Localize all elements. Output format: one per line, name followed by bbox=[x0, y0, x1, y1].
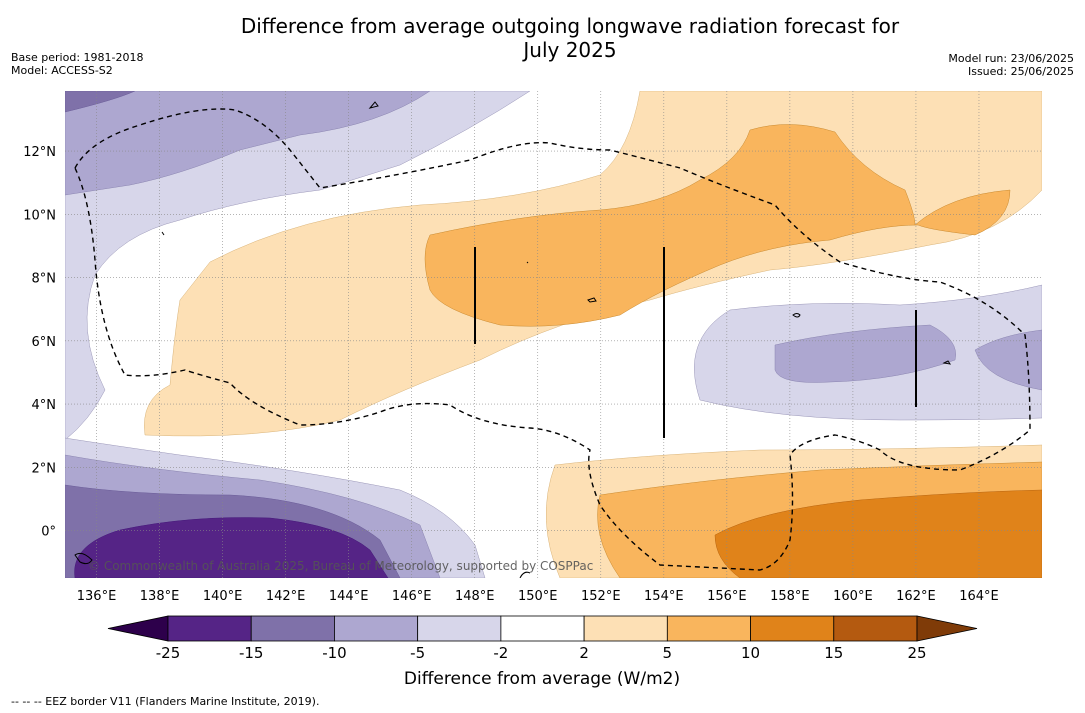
meta-right: Model run: 23/06/2025 Issued: 25/06/2025 bbox=[948, 52, 1074, 78]
colorbar-tick-label: 10 bbox=[741, 644, 760, 662]
contour-neg25-south bbox=[74, 517, 389, 578]
title-line-2: July 2025 bbox=[523, 38, 617, 62]
lon-tick-label: 148°E bbox=[455, 589, 495, 604]
lon-tick-label: 142°E bbox=[266, 589, 306, 604]
eez-border bbox=[74, 108, 1031, 571]
colorbar-swatch bbox=[417, 615, 502, 642]
lat-tick-label: 2°N bbox=[32, 461, 57, 476]
lon-tick-label: 138°E bbox=[140, 589, 180, 604]
colorbar-extend-min bbox=[107, 615, 169, 642]
lon-tick-label: 140°E bbox=[203, 589, 243, 604]
colorbar-tick-label: -5 bbox=[410, 644, 425, 662]
lat-tick-label: 8°N bbox=[32, 272, 57, 287]
markers bbox=[474, 247, 917, 438]
chart-title: Difference from average outgoing longwav… bbox=[160, 14, 980, 62]
colorbar-tick-label: -2 bbox=[493, 644, 508, 662]
lon-tick-label: 150°E bbox=[518, 589, 558, 604]
map-panel: © Commonwealth of Australia 2025, Bureau… bbox=[65, 91, 1042, 578]
colorbar-swatch bbox=[666, 615, 751, 642]
lon-tick-label: 152°E bbox=[581, 589, 621, 604]
lat-tick-label: 0° bbox=[41, 525, 56, 540]
colorbar-extend-max bbox=[916, 615, 978, 642]
colorbar-tick-label: -10 bbox=[322, 644, 347, 662]
model-name: Model: ACCESS-S2 bbox=[11, 64, 113, 77]
colorbar-swatch bbox=[500, 615, 585, 642]
model-run: Model run: 23/06/2025 bbox=[948, 52, 1074, 65]
lon-tick-label: 136°E bbox=[77, 589, 117, 604]
island-micro-4 bbox=[161, 231, 165, 236]
colorbar-swatch bbox=[833, 615, 918, 642]
footnote: -- -- -- EEZ border V11 (Flanders Marine… bbox=[11, 695, 320, 708]
colorbar-tick-label: 2 bbox=[579, 644, 589, 662]
latitude-labels: 12°N 10°N 8°N 6°N 4°N 2°N 0° bbox=[23, 145, 56, 539]
lon-tick-label: 164°E bbox=[959, 589, 999, 604]
colorbar-label: Difference from average (W/m2) bbox=[404, 669, 680, 689]
lon-tick-label: 162°E bbox=[896, 589, 936, 604]
lat-tick-label: 6°N bbox=[32, 335, 57, 350]
contour-neg10-east bbox=[774, 324, 956, 383]
lat-tick-label: 12°N bbox=[23, 145, 56, 160]
lon-tick-label: 146°E bbox=[392, 589, 432, 604]
issued-date: Issued: 25/06/2025 bbox=[967, 65, 1074, 78]
lat-tick-label: 10°N bbox=[23, 208, 56, 223]
colorbar-swatch bbox=[750, 615, 835, 642]
colorbar-tick-label: -15 bbox=[239, 644, 264, 662]
contour-neg10-east-2 bbox=[974, 329, 1042, 391]
contour-pos5-central bbox=[424, 124, 1011, 327]
contour-neg10-north bbox=[65, 91, 431, 196]
island-micro-5 bbox=[526, 261, 529, 264]
colorbar-tick-label: -25 bbox=[156, 644, 181, 662]
lon-tick-label: 160°E bbox=[833, 589, 873, 604]
colorbar-swatch bbox=[167, 615, 252, 642]
title-line-1: Difference from average outgoing longwav… bbox=[240, 14, 900, 38]
island-palau bbox=[74, 552, 93, 565]
colorbar-swatch bbox=[334, 615, 419, 642]
colorbar-tick-label: 5 bbox=[663, 644, 673, 662]
colorbar: -25 -15 -10 -5 -2 2 5 10 15 25 bbox=[107, 615, 978, 662]
colorbar-tick-label: 25 bbox=[907, 644, 926, 662]
island-micro-3 bbox=[587, 297, 597, 303]
contour-neg15-north bbox=[65, 91, 136, 113]
contour-neg5-north bbox=[65, 91, 531, 441]
lon-tick-label: 144°E bbox=[329, 589, 369, 604]
colorbar-swatch bbox=[250, 615, 335, 642]
lon-tick-label: 154°E bbox=[644, 589, 684, 604]
lon-tick-label: 156°E bbox=[707, 589, 747, 604]
lon-tick-label: 158°E bbox=[770, 589, 810, 604]
contour-pos10-south bbox=[714, 489, 1042, 578]
colorbar-swatch bbox=[583, 615, 668, 642]
islands bbox=[74, 101, 952, 578]
lat-tick-label: 4°N bbox=[32, 398, 57, 413]
island-micro-6 bbox=[519, 571, 531, 578]
longitude-labels: 136°E 138°E 140°E 142°E 144°E 146°E 148°E 150°E… bbox=[77, 589, 999, 604]
island-micro-1 bbox=[792, 313, 801, 318]
island-north bbox=[368, 101, 379, 109]
meta-left: Base period: 1981-2018 Model: ACCESS-S2 bbox=[11, 51, 143, 77]
copyright-notice: © Commonwealth of Australia 2025, Bureau… bbox=[88, 559, 593, 573]
base-period: Base period: 1981-2018 bbox=[11, 51, 144, 64]
colorbar-tick-label: 15 bbox=[824, 644, 843, 662]
island-micro-2 bbox=[942, 360, 952, 365]
map-grid bbox=[65, 91, 1042, 578]
